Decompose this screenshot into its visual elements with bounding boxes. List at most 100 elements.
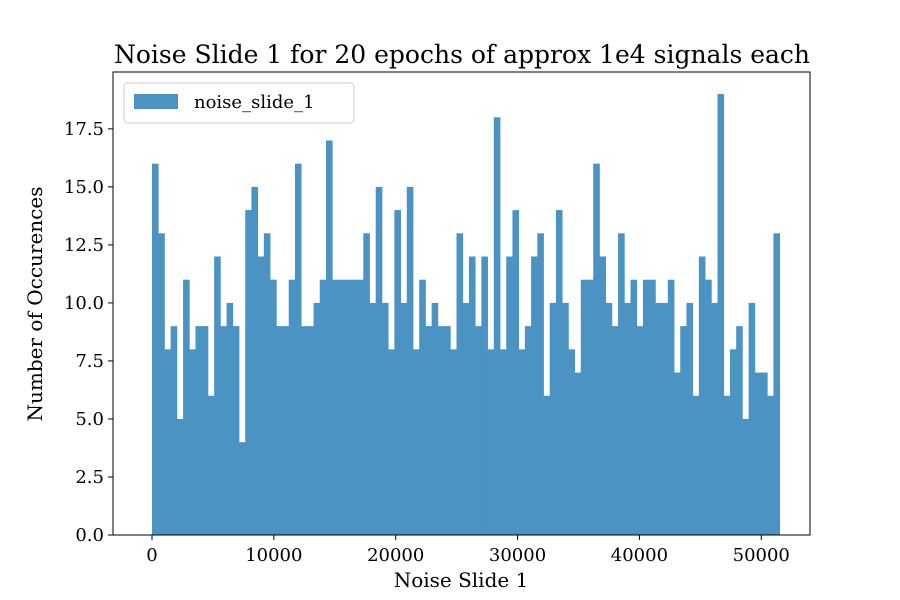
histogram-bar xyxy=(301,326,308,535)
histogram-bar xyxy=(431,302,439,535)
histogram-bar xyxy=(313,302,321,535)
histogram-bar xyxy=(599,256,607,535)
histogram-bar xyxy=(674,372,681,535)
y-tick-label: 5.0 xyxy=(75,409,104,430)
histogram-bar xyxy=(686,302,694,535)
y-tick-label: 10.0 xyxy=(64,293,104,314)
histogram-bar xyxy=(562,302,569,535)
histogram-bar xyxy=(357,279,364,535)
histogram-bar xyxy=(176,418,184,535)
histogram-bar xyxy=(375,186,383,535)
histogram-bar xyxy=(282,326,290,535)
x-tick-label: 20000 xyxy=(367,545,424,566)
histogram-bar xyxy=(475,326,482,535)
histogram-bar xyxy=(425,326,433,535)
histogram-bar xyxy=(568,349,575,535)
histogram-bar xyxy=(388,349,395,535)
histogram-bar xyxy=(618,233,625,536)
histogram-bar xyxy=(512,210,520,535)
histogram-bar xyxy=(406,186,414,535)
histogram-bar xyxy=(183,279,190,535)
histogram-bar xyxy=(207,395,215,535)
histogram-bar xyxy=(506,256,513,535)
histogram-bar xyxy=(723,395,731,535)
histogram-bar xyxy=(332,279,339,535)
histogram-bar xyxy=(748,302,756,535)
histogram-bar xyxy=(555,210,563,535)
histogram-bar xyxy=(437,326,445,535)
histogram-bar xyxy=(276,326,283,535)
histogram-bar xyxy=(655,302,662,535)
histogram-bar xyxy=(549,302,557,535)
histogram-bar xyxy=(319,279,327,535)
x-tick-label: 10000 xyxy=(245,545,302,566)
histogram-bar xyxy=(667,279,675,535)
histogram-bar xyxy=(729,349,737,535)
histogram-bar xyxy=(450,349,457,535)
histogram-bar xyxy=(624,302,631,535)
y-tick-label: 0.0 xyxy=(75,525,104,546)
histogram-bar xyxy=(251,186,259,535)
histogram-bar xyxy=(580,279,588,535)
histogram-bar xyxy=(543,395,551,535)
histogram-bar xyxy=(742,418,749,535)
histogram-bar xyxy=(164,349,172,535)
y-tick-label: 15.0 xyxy=(64,177,104,198)
histogram-bar xyxy=(270,279,277,535)
histogram-bar xyxy=(220,326,227,535)
legend-frame xyxy=(123,82,355,124)
histogram-bar xyxy=(767,395,774,535)
histogram-bar xyxy=(413,349,420,535)
histogram-bar xyxy=(400,302,408,535)
histogram-bar xyxy=(338,279,346,535)
histogram-bar xyxy=(226,302,234,535)
histogram-bar xyxy=(680,326,687,535)
histogram-bar xyxy=(151,163,159,536)
histogram-bar xyxy=(245,210,252,535)
histogram-bar xyxy=(239,442,246,535)
histogram-bar xyxy=(649,279,656,535)
x-tick-label: 0 xyxy=(146,545,157,566)
histogram-bar xyxy=(754,372,762,535)
y-axis: 0.0 2.5 5.0 7.5 10.0 12.5 15.0 17.5 xyxy=(64,119,113,546)
histogram-bar xyxy=(344,279,352,535)
histogram-bar xyxy=(593,163,600,536)
legend-swatch xyxy=(134,94,178,109)
histogram-bar xyxy=(468,256,476,535)
x-axis: 0 10000 20000 30000 40000 50000 xyxy=(146,535,790,566)
histogram-bar xyxy=(661,302,669,535)
legend: noise_slide_1 xyxy=(123,82,355,124)
histogram-bar xyxy=(761,372,768,535)
legend-label: noise_slide_1 xyxy=(194,92,314,113)
histogram-bar xyxy=(456,233,464,536)
histogram-bar xyxy=(419,279,426,535)
histogram-bar xyxy=(307,326,314,535)
histogram-bar xyxy=(195,326,203,535)
histogram-bar xyxy=(605,302,613,535)
histogram-bar xyxy=(493,117,501,535)
histogram-bar xyxy=(518,349,526,535)
histogram-bar xyxy=(232,326,240,535)
histogram-bar xyxy=(363,233,370,536)
histogram-bar xyxy=(369,302,377,535)
chart-title: Noise Slide 1 for 20 epochs of approx 1e… xyxy=(114,40,810,69)
histogram-bar xyxy=(201,326,209,535)
histogram-bar xyxy=(717,94,725,536)
histogram-bar xyxy=(214,256,221,535)
histogram-bar xyxy=(263,233,271,536)
histogram-bar xyxy=(326,140,333,535)
histogram-bar xyxy=(524,326,532,535)
histogram-bar xyxy=(350,279,358,535)
histogram-bar xyxy=(537,233,544,536)
x-tick-label: 50000 xyxy=(733,545,790,566)
histogram-bar xyxy=(444,326,451,535)
y-tick-label: 2.5 xyxy=(75,467,104,488)
histogram-bar xyxy=(487,349,495,535)
histogram-bar xyxy=(711,302,718,535)
histogram-bar xyxy=(170,326,178,535)
histogram-bar xyxy=(462,302,470,535)
histogram-bar xyxy=(630,279,638,535)
histogram-bar xyxy=(500,349,507,535)
histogram-bar xyxy=(531,256,538,535)
